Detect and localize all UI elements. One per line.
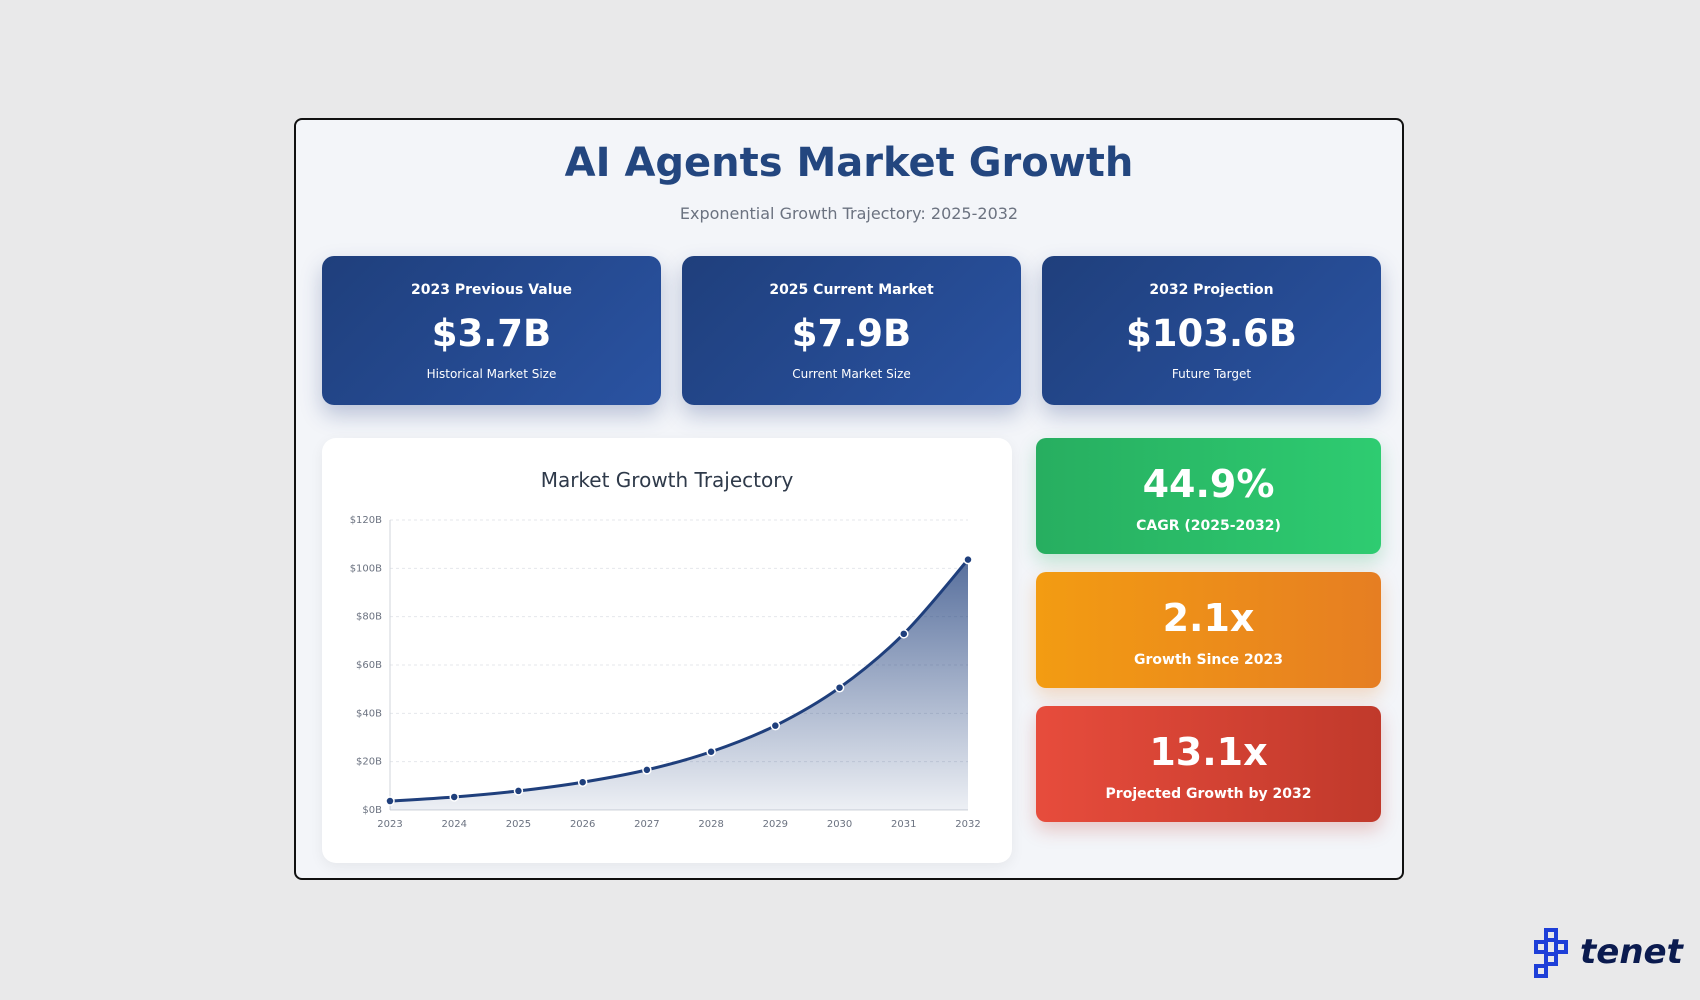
x-tick-label: 2032 xyxy=(955,819,980,830)
data-point xyxy=(899,629,909,639)
y-tick-label: $120B xyxy=(350,515,382,526)
x-tick-label: 2031 xyxy=(891,819,916,830)
x-tick-label: 2029 xyxy=(763,819,788,830)
metric-card-projected-growth: 13.1x Projected Growth by 2032 xyxy=(1036,706,1381,822)
y-tick-label: $0B xyxy=(362,805,382,816)
metric-value: 13.1x xyxy=(1149,730,1268,774)
y-tick-label: $60B xyxy=(356,660,382,671)
data-point xyxy=(834,682,845,693)
market-growth-chart: $0B $20B $40B $60B $80B $100B $120B 2023 2024 202… xyxy=(350,515,981,830)
tenet-logo-icon xyxy=(1534,928,1568,978)
page-subtitle: Exponential Growth Trajectory: 2025-2032 xyxy=(679,204,1019,223)
data-point xyxy=(770,720,781,731)
tenet-logo: tenet xyxy=(1530,926,1683,986)
metric-card-growth-since-2023: 2.1x Growth Since 2023 xyxy=(1036,572,1381,688)
data-point xyxy=(706,747,716,757)
stat-card-2023: 2023 Previous Value $3.7B Historical Mar… xyxy=(322,256,661,405)
series-line xyxy=(389,558,970,803)
metric-label: Growth Since 2023 xyxy=(1134,652,1283,668)
stat-label: 2025 Current Market xyxy=(769,282,934,298)
stat-label: 2023 Previous Value xyxy=(411,282,572,298)
x-tick-label: 2030 xyxy=(827,819,852,830)
x-tick-label: 2025 xyxy=(506,819,531,830)
data-point xyxy=(385,796,395,806)
chart-title: Market Growth Trajectory xyxy=(540,468,794,492)
stat-sub: Future Target xyxy=(1171,367,1252,381)
stat-card-2025: 2025 Current Market $7.9B Current Market… xyxy=(682,256,1021,405)
x-tick-label: 2023 xyxy=(377,819,402,830)
stat-card-2032: 2032 Projection $103.6B Future Target xyxy=(1042,256,1381,405)
data-point xyxy=(642,765,652,775)
y-tick-label: $40B xyxy=(356,708,382,719)
metric-card-cagr: 44.9% CAGR (2025-2032) xyxy=(1036,438,1381,554)
stat-sub: Current Market Size xyxy=(792,367,911,381)
area-fill xyxy=(390,559,968,810)
stat-value: $103.6B xyxy=(1126,312,1297,355)
y-tick-label: $80B xyxy=(356,612,382,623)
stat-value: $7.9B xyxy=(791,312,912,355)
y-tick-label: $100B xyxy=(350,563,382,574)
metric-value: 44.9% xyxy=(1142,462,1275,506)
metric-label: Projected Growth by 2032 xyxy=(1105,786,1312,802)
x-tick-label: 2028 xyxy=(698,819,723,830)
x-tick-label: 2027 xyxy=(634,819,659,830)
data-point xyxy=(577,777,588,787)
x-tick-label: 2026 xyxy=(570,819,595,830)
tenet-logo-text: tenet xyxy=(1580,932,1683,972)
dashboard-frame: AI Agents Market Growth Exponential Grow… xyxy=(294,118,1404,880)
stat-label: 2032 Projection xyxy=(1149,282,1274,298)
metric-value: 2.1x xyxy=(1162,596,1255,640)
data-point xyxy=(963,554,973,565)
data-point xyxy=(513,786,524,796)
data-point xyxy=(449,792,459,802)
stat-sub: Historical Market Size xyxy=(426,367,557,381)
x-tick-label: 2024 xyxy=(441,819,466,830)
metric-label: CAGR (2025-2032) xyxy=(1136,518,1281,534)
y-tick-label: $20B xyxy=(356,757,382,768)
chart-card: Market Growth Trajectory $0B $20B $40B $60B… xyxy=(322,438,1012,863)
page-title: AI Agents Market Growth xyxy=(564,140,1134,186)
stat-value: $3.7B xyxy=(431,312,552,355)
